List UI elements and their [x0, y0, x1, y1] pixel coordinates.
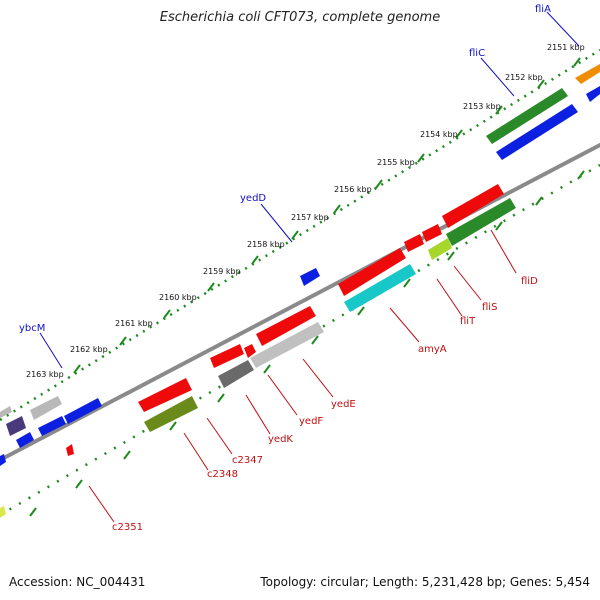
- gene-label-c2351[interactable]: c2351: [112, 522, 143, 533]
- gene-label-c2347[interactable]: c2347: [232, 455, 263, 466]
- gene-arrow[interactable]: [344, 264, 416, 312]
- gene-arrow[interactable]: [586, 86, 600, 102]
- tick-label: 2162 kbp: [70, 345, 108, 354]
- gene-arrow[interactable]: [428, 238, 452, 260]
- gene-arrow[interactable]: [338, 248, 406, 296]
- forward-strand-genes: [0, 64, 600, 466]
- gene-arrow[interactable]: [38, 416, 66, 436]
- gene-label-ybcm[interactable]: ybcM: [19, 323, 45, 334]
- gene-arrow[interactable]: [16, 432, 34, 448]
- gene-arrow[interactable]: [218, 360, 254, 388]
- gene-arrow[interactable]: [404, 234, 424, 252]
- gene-arrow[interactable]: [250, 322, 324, 368]
- label-connectors: [39, 11, 580, 523]
- gene-arrow[interactable]: [256, 306, 316, 346]
- tick-label: 2157 kbp: [291, 213, 329, 222]
- gene-label-flic[interactable]: fliC: [469, 48, 485, 59]
- tick-label: 2153 kbp: [463, 102, 501, 111]
- tick-label: 2158 kbp: [247, 240, 285, 249]
- tick-label: 2159 kbp: [203, 267, 241, 276]
- gene-arrow[interactable]: [210, 344, 244, 368]
- gene-arrow[interactable]: [30, 396, 62, 420]
- tick-label: 2160 kbp: [159, 293, 197, 302]
- outer-major-ticks: [73, 57, 581, 374]
- gene-arrow[interactable]: [6, 416, 26, 436]
- gene-label-amya[interactable]: amyA: [418, 344, 447, 355]
- gene-arrow[interactable]: [144, 396, 198, 432]
- gene-arrow[interactable]: [64, 398, 102, 424]
- gene-arrow[interactable]: [66, 444, 74, 456]
- tick-labels: 2151 kbp 2152 kbp 2153 kbp 2154 kbp 2155…: [26, 43, 585, 379]
- gene-arrow[interactable]: [422, 224, 442, 242]
- gene-arrow[interactable]: [0, 406, 12, 418]
- tick-label: 2163 kbp: [26, 370, 64, 379]
- gene-arrow[interactable]: [300, 268, 320, 286]
- gene-label-flia[interactable]: fliA: [535, 4, 551, 15]
- gene-arrow[interactable]: [138, 378, 192, 412]
- accession-label: Accession: NC_004431: [9, 575, 146, 589]
- gene-label-yedd[interactable]: yedD: [240, 193, 266, 204]
- gene-arrow[interactable]: [0, 454, 6, 466]
- topology-label: Topology: circular; Length: 5,231,428 bp…: [260, 575, 590, 589]
- tick-label: 2155 kbp: [377, 158, 415, 167]
- gene-arrow[interactable]: [496, 104, 578, 160]
- tick-label: 2156 kbp: [334, 185, 372, 194]
- gene-label-c2348[interactable]: c2348: [207, 469, 238, 480]
- gene-arrow[interactable]: [446, 198, 516, 246]
- tick-label: 2152 kbp: [505, 73, 543, 82]
- reverse-strand-genes: [0, 184, 516, 518]
- gene-labels: fliA fliC yedD ybcM fliD fliS fliT amyA …: [19, 4, 551, 533]
- gene-label-flis[interactable]: fliS: [482, 302, 497, 313]
- genome-backbone: [0, 143, 600, 462]
- gene-label-yedk[interactable]: yedK: [268, 434, 293, 445]
- tick-label: 2161 kbp: [115, 319, 153, 328]
- gene-arrow[interactable]: [486, 88, 568, 144]
- inner-major-ticks: [29, 170, 585, 517]
- tick-label: 2151 kbp: [547, 43, 585, 52]
- gene-arrow[interactable]: [442, 184, 504, 228]
- map-title: Escherichia coli CFT073, complete genome: [159, 10, 441, 25]
- gene-arrow[interactable]: [244, 344, 256, 358]
- gene-label-yedf[interactable]: yedF: [299, 416, 323, 427]
- gene-label-yede[interactable]: yedE: [331, 399, 356, 410]
- gene-arrow[interactable]: [0, 506, 6, 518]
- outer-tick-row: [0, 48, 600, 422]
- gene-arrow[interactable]: [575, 64, 600, 84]
- gene-label-flit[interactable]: fliT: [460, 316, 476, 327]
- gene-label-flid[interactable]: fliD: [521, 276, 538, 287]
- tick-label: 2154 kbp: [420, 130, 458, 139]
